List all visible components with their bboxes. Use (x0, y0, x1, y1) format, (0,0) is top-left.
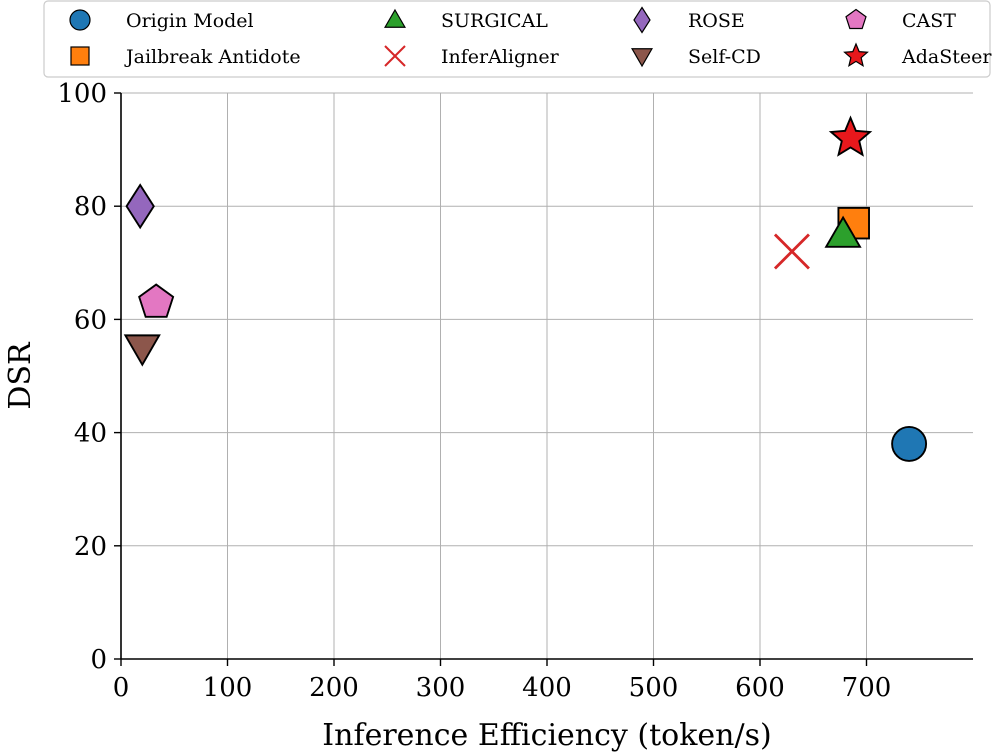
y-tick-label: 40 (74, 419, 107, 449)
legend-label-rose: ROSE (688, 10, 745, 32)
y-ticks: 0 20 40 60 80 100 (57, 79, 121, 675)
x-axis-label: Inference Efficiency (token/s) (322, 718, 771, 753)
point-rose (125, 183, 155, 230)
legend-label-surgical: SURGICAL (441, 10, 548, 32)
legend-marker-rose (633, 6, 651, 34)
legend: Origin Model Jailbreak Antidote SURGICAL In… (43, 0, 992, 78)
x-tick-label: 400 (522, 673, 572, 703)
x-tick-label: 300 (416, 673, 466, 703)
legend-label-cast: CAST (902, 10, 956, 32)
legend-label-origin-model: Origin Model (126, 10, 254, 32)
y-tick-label: 60 (74, 305, 107, 335)
point-inferaligner-stroke (773, 233, 810, 270)
y-tick-label: 80 (74, 192, 107, 222)
legend-marker-jailbreak-antidote (70, 46, 90, 66)
y-tick-label: 0 (90, 645, 107, 675)
point-cast (138, 283, 175, 318)
x-tick-label: 200 (309, 673, 359, 703)
legend-marker-inferaligner-stroke (384, 45, 406, 67)
data-points (123, 115, 928, 462)
legend-marker-inferaligner (384, 45, 406, 67)
y-tick-label: 20 (74, 532, 107, 562)
y-tick-label: 100 (57, 79, 107, 109)
point-origin-model (891, 425, 928, 462)
point-self-cd (123, 334, 161, 367)
legend-marker-adasteer (843, 42, 869, 67)
legend-label-self-cd: Self-CD (688, 46, 761, 68)
legend-label-adasteer: AdaSteer (901, 46, 992, 68)
y-axis-label: DSR (3, 341, 38, 410)
legend-marker-cast (845, 8, 867, 30)
x-tick-label: 700 (842, 673, 892, 703)
legend-marker-self-cd (631, 48, 653, 68)
point-inferaligner (773, 233, 810, 270)
x-tick-label: 600 (735, 673, 785, 703)
grid (121, 92, 973, 659)
point-surgical (824, 215, 862, 248)
legend-box (43, 0, 991, 78)
point-adasteer (828, 115, 873, 157)
x-tick-label: 0 (113, 673, 130, 703)
x-tick-label: 500 (629, 673, 679, 703)
x-tick-label: 100 (203, 673, 253, 703)
legend-label-jailbreak-antidote: Jailbreak Antidote (124, 46, 301, 68)
x-ticks: 0 100 200 300 400 500 600 700 (113, 659, 892, 703)
legend-marker-origin-model (69, 9, 91, 31)
legend-marker-surgical (384, 8, 406, 28)
legend-label-inferaligner: InferAligner (441, 46, 560, 68)
